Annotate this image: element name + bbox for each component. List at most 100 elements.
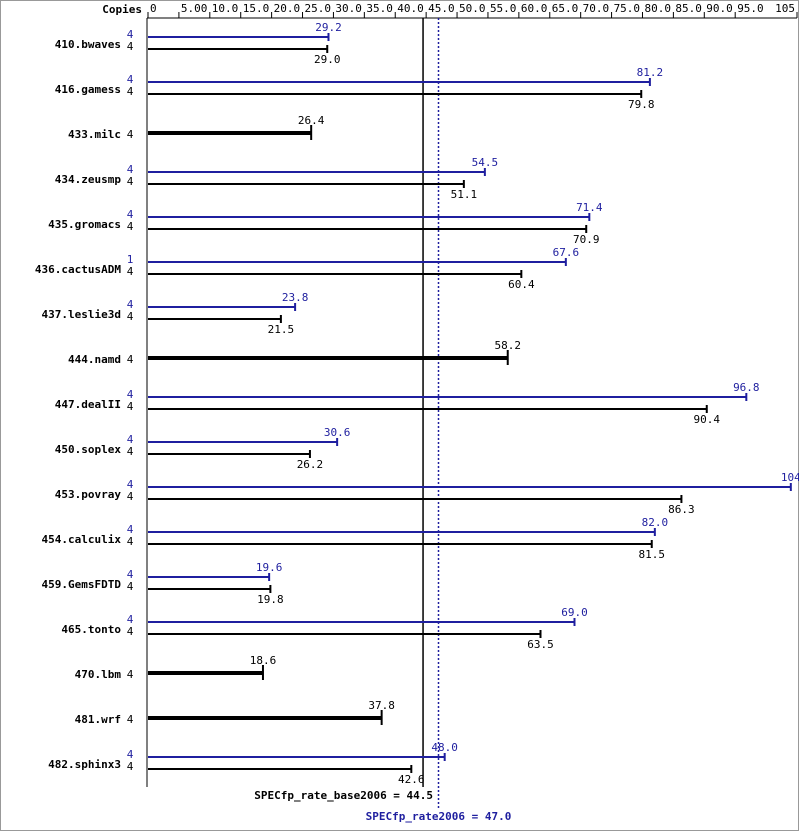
x-tick-label: 30.0: [335, 2, 362, 15]
benchmark-name: 434.zeusmp: [55, 173, 122, 186]
x-tick-label: 95.0: [737, 2, 764, 15]
copies: 4: [127, 668, 134, 681]
benchmark-name: 453.povray: [55, 488, 122, 501]
copies: 4: [127, 28, 134, 41]
x-tick-label: 75.0: [614, 2, 641, 15]
benchmark-name: 459.GemsFDTD: [42, 578, 122, 591]
value-label: 26.4: [298, 114, 325, 127]
value-label: 19.8: [257, 593, 284, 606]
value-label: 21.5: [268, 323, 295, 336]
benchmark-name: 450.soplex: [55, 443, 122, 456]
copies: 4: [127, 568, 134, 581]
x-tick-label: 20.0: [274, 2, 301, 15]
x-tick-label: 50.0: [459, 2, 486, 15]
copies: 4: [127, 40, 134, 53]
copies: 4: [127, 73, 134, 86]
benchmark-name: 447.dealII: [55, 398, 121, 411]
bar: [148, 671, 263, 675]
x-tick-label: 10.0: [212, 2, 239, 15]
value-label: 58.2: [494, 339, 521, 352]
value-label: 29.0: [314, 53, 341, 66]
copies: 4: [127, 760, 134, 773]
value-label: 81.5: [638, 548, 665, 561]
copies: 4: [127, 625, 134, 638]
copies: 4: [127, 613, 134, 626]
value-label: 60.4: [508, 278, 535, 291]
x-tick-label: 15.0: [243, 2, 270, 15]
x-tick-label: 70.0: [583, 2, 610, 15]
copies: 4: [127, 490, 134, 503]
x-tick-label: 65.0: [552, 2, 579, 15]
copies: 4: [127, 445, 134, 458]
copies: 4: [127, 748, 134, 761]
value-label: 51.1: [451, 188, 478, 201]
value-label: 104: [781, 471, 799, 484]
x-tick-label: 55.0: [490, 2, 517, 15]
benchmark-name: 435.gromacs: [48, 218, 121, 231]
copies: 4: [127, 208, 134, 221]
benchmark-name: 433.milc: [68, 128, 121, 141]
value-label: 30.6: [324, 426, 351, 439]
reference-label: SPECfp_rate_base2006 = 44.5: [254, 789, 433, 802]
copies: 4: [127, 353, 134, 366]
value-label: 69.0: [561, 606, 588, 619]
value-label: 54.5: [472, 156, 499, 169]
value-label: 96.8: [733, 381, 760, 394]
x-tick-label: 80.0: [644, 2, 671, 15]
copies: 4: [127, 400, 134, 413]
copies: 4: [127, 433, 134, 446]
value-label: 42.6: [398, 773, 425, 786]
copies: 4: [127, 220, 134, 233]
x-tick-label: 40.0: [397, 2, 424, 15]
x-tick-label: 5.00: [181, 2, 208, 15]
x-tick-label: 35.0: [366, 2, 393, 15]
copies: 4: [127, 713, 134, 726]
value-label: 70.9: [573, 233, 600, 246]
value-label: 37.8: [368, 699, 395, 712]
bar: [148, 356, 508, 360]
reference-label: SPECfp_rate2006 = 47.0: [366, 810, 512, 823]
benchmark-name: 482.sphinx3: [48, 758, 121, 771]
value-label: 71.4: [576, 201, 603, 214]
value-label: 18.6: [250, 654, 277, 667]
value-label: 26.2: [297, 458, 324, 471]
value-label: 48.0: [431, 741, 458, 754]
copies: 4: [127, 163, 134, 176]
copies: 4: [127, 310, 134, 323]
value-label: 63.5: [527, 638, 554, 651]
value-label: 90.4: [694, 413, 721, 426]
copies: 4: [127, 388, 134, 401]
copies-header: Copies: [102, 3, 142, 16]
x-tick-label: 25.0: [305, 2, 332, 15]
x-tick-label: 60.0: [521, 2, 548, 15]
copies: 4: [127, 523, 134, 536]
value-label: 29.2: [315, 21, 342, 34]
copies: 4: [127, 478, 134, 491]
value-label: 86.3: [668, 503, 695, 516]
benchmark-name: 444.namd: [68, 353, 121, 366]
benchmark-name: 481.wrf: [75, 713, 121, 726]
value-label: 79.8: [628, 98, 655, 111]
copies: 4: [127, 128, 134, 141]
x-tick-label: 85.0: [675, 2, 702, 15]
benchmark-name: 437.leslie3d: [42, 308, 121, 321]
x-tick-label: 105: [775, 2, 795, 15]
value-label: 67.6: [553, 246, 580, 259]
x-tick-label: 90.0: [706, 2, 733, 15]
value-label: 23.8: [282, 291, 309, 304]
copies: 4: [127, 265, 134, 278]
copies: 4: [127, 175, 134, 188]
value-label: 81.2: [637, 66, 664, 79]
x-tick-label: 45.0: [428, 2, 455, 15]
copies: 4: [127, 535, 134, 548]
copies: 4: [127, 298, 134, 311]
copies: 1: [127, 253, 134, 266]
benchmark-name: 410.bwaves: [55, 38, 121, 51]
bar: [148, 716, 382, 720]
x-tick-label: 0: [150, 2, 157, 15]
benchmark-name: 470.lbm: [75, 668, 122, 681]
bar: [148, 131, 312, 135]
value-label: 19.6: [256, 561, 283, 574]
